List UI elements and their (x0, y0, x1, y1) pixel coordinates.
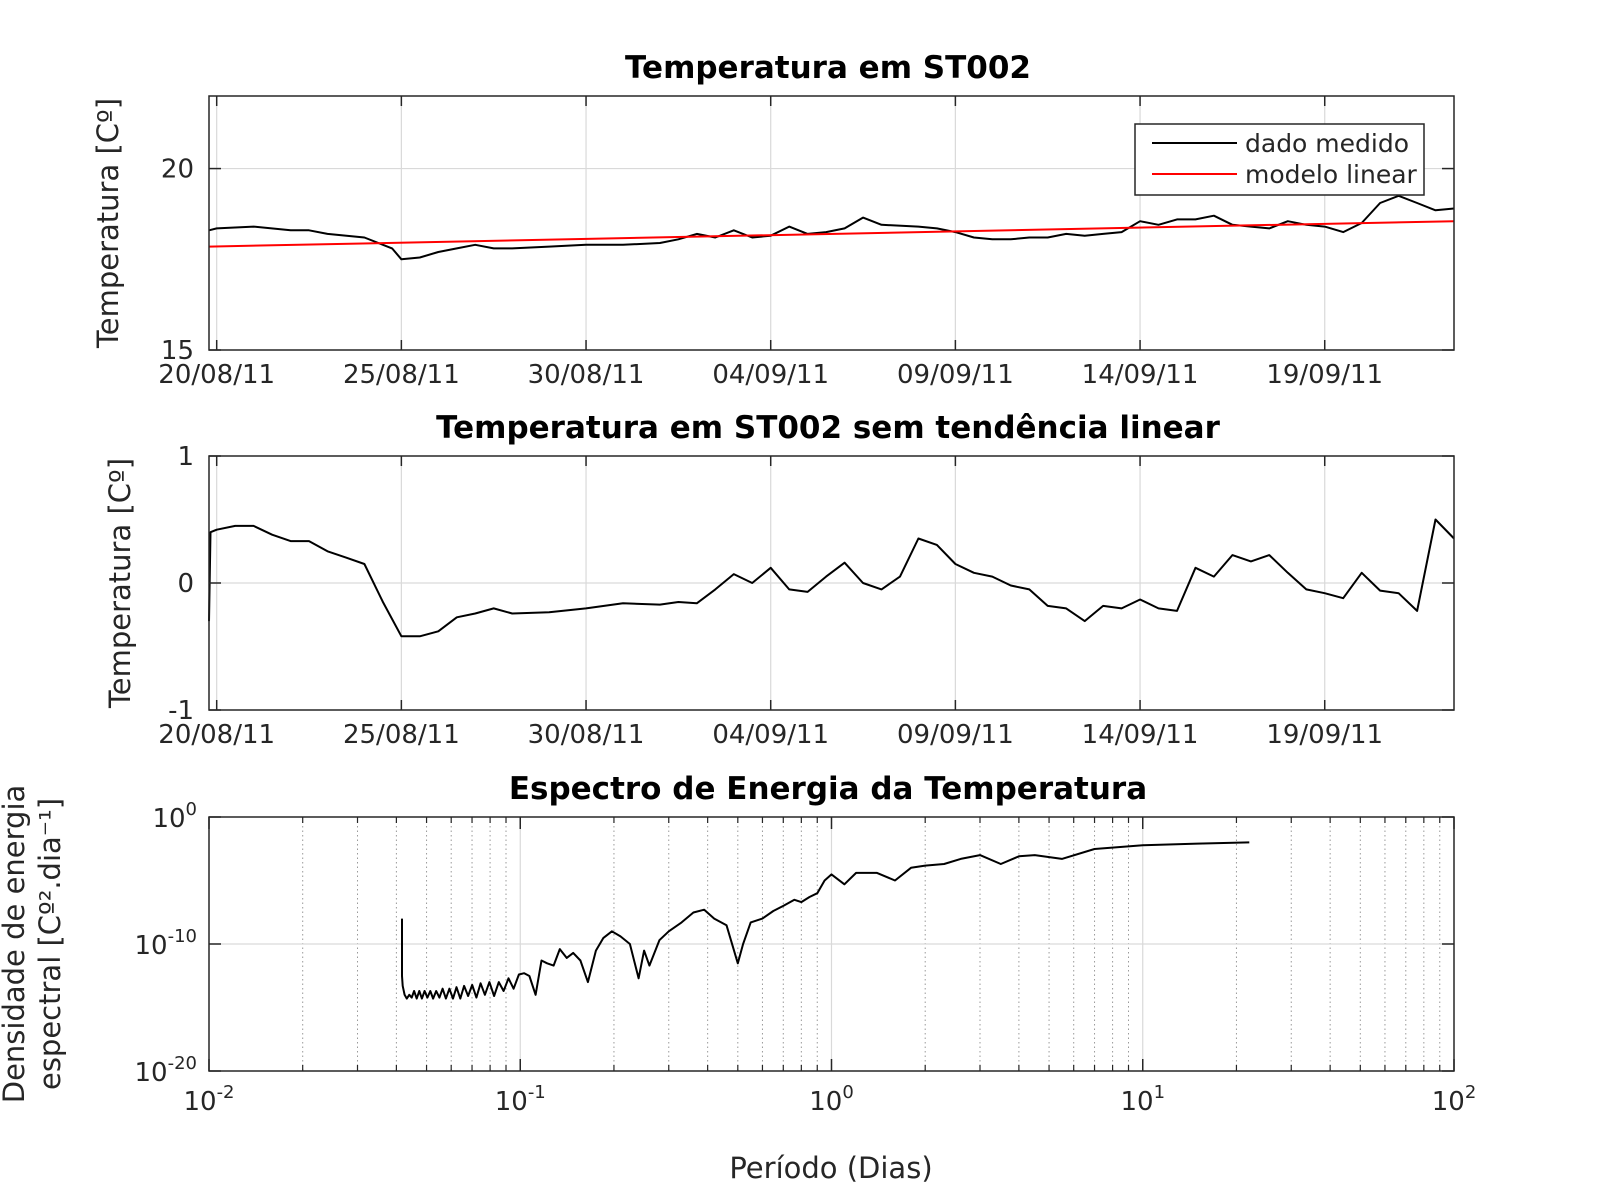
p2-y-tick-label: 1 (177, 442, 194, 472)
p2-series-line-0 (208, 518, 1455, 638)
p3-y-tick-label: 10-20 (135, 1053, 198, 1088)
detrended-temperature-panel: Temperatura em ST002 sem tendência linea… (103, 410, 1455, 750)
panel-2-grid (209, 456, 1454, 710)
panel-1-series (208, 194, 1455, 261)
panel-2-title: Temperatura em ST002 sem tendência linea… (436, 410, 1221, 446)
panel-1-y-axis-label: Temperatura [Cº] (91, 98, 125, 349)
p1-x-tick-label: 30/08/11 (528, 360, 645, 390)
panel-3-ticks: 10-2 10-1 100 101 102 100 10-10 10-20 (135, 799, 1477, 1117)
p2-x-tick-label: 19/09/11 (1266, 720, 1383, 750)
p2-x-tick-label: 04/09/11 (712, 720, 829, 750)
p2-x-tick-label: 30/08/11 (528, 720, 645, 750)
p2-x-tick-label: 14/09/11 (1082, 720, 1199, 750)
panel-1-ticks: 20/08/11 25/08/11 30/08/11 04/09/11 09/09/11… (158, 96, 1454, 390)
panel-3-x-axis-label: Período (Dias) (729, 1151, 932, 1185)
p3-y-tick-label: 10-10 (135, 926, 198, 961)
p1-x-tick-label: 09/09/11 (897, 360, 1014, 390)
p3-spectrum-line (401, 841, 1250, 1000)
panel-1-axes-box (208, 95, 1455, 351)
p1-x-tick-label: 19/09/11 (1266, 360, 1383, 390)
p3-x-tick-label: 101 (1120, 1082, 1165, 1117)
p2-x-tick-label: 25/08/11 (343, 720, 460, 750)
p1-x-tick-label: 20/08/11 (158, 360, 275, 390)
p2-x-tick-label: 09/09/11 (897, 720, 1014, 750)
p1-y-tick-label: 15 (161, 336, 194, 366)
p2-y-tick-label: 0 (177, 569, 194, 599)
panel-3-series (401, 841, 1250, 1000)
p1-x-tick-label: 14/09/11 (1082, 360, 1199, 390)
p3-y-tick-label: 100 (152, 799, 197, 834)
legend-entry-dado-medido: dado medido (1245, 129, 1409, 158)
panel-3-y-axis-label-line-1: Densidade de energia (0, 785, 31, 1104)
p3-x-tick-label: 10-1 (495, 1082, 546, 1117)
p1-y-tick-label: 20 (161, 155, 194, 185)
temperature-panel: Temperatura em ST002 20/08/11 25/08/11 30/… (91, 50, 1455, 390)
panel-1-title: Temperatura em ST002 (625, 50, 1031, 86)
energy-spectrum-panel: Espectro de Energia da Temperatura 10-2 1… (0, 771, 1476, 1185)
legend-box (1134, 123, 1425, 196)
panel-2-series (208, 518, 1455, 638)
p1-series-line-dado-medido (208, 194, 1455, 261)
p3-x-tick-label: 102 (1432, 1082, 1477, 1117)
panel-2-y-axis-label: Temperatura [Cº] (103, 458, 137, 709)
p1-series-line-modelo-linear (208, 220, 1455, 248)
p3-x-tick-label: 10-2 (183, 1082, 234, 1117)
panel-3-y-axis-label-line-2: espectral [Cº².dia⁻¹] (33, 798, 67, 1090)
legend: dado medido modelo linear (1134, 123, 1425, 196)
p3-x-tick-label: 100 (809, 1082, 854, 1117)
panel-2-ticks: 20/08/11 25/08/11 30/08/11 04/09/11 09/09/11… (158, 442, 1454, 750)
legend-entry-modelo-linear: modelo linear (1245, 160, 1418, 189)
p2-x-tick-label: 20/08/11 (158, 720, 275, 750)
p1-x-tick-label: 04/09/11 (712, 360, 829, 390)
p2-y-tick-label: -1 (168, 696, 194, 726)
panel-3-grid (209, 817, 1454, 1071)
p1-x-tick-label: 25/08/11 (343, 360, 460, 390)
panel-3-title: Espectro de Energia da Temperatura (509, 771, 1147, 807)
